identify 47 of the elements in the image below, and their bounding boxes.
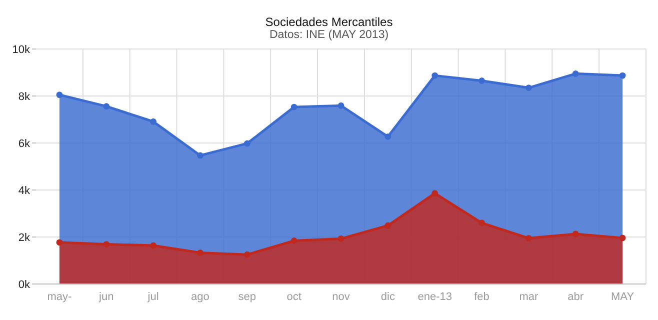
x-tick-label: dic — [380, 290, 396, 303]
x-tick-label: feb — [474, 290, 490, 303]
x-tick-label: MAY — [611, 290, 635, 303]
point — [290, 104, 298, 110]
x-tick-label: nov — [332, 290, 350, 303]
y-tick-label: 2k — [18, 232, 30, 244]
x-tick-label: ene-13 — [418, 290, 452, 303]
point — [525, 234, 532, 242]
x-tick-label: mar — [519, 290, 538, 303]
point — [478, 220, 485, 226]
y-tick-label: 8k — [18, 90, 30, 103]
point — [244, 140, 250, 147]
x-tick-label: jul — [146, 290, 159, 303]
point — [572, 230, 579, 238]
x-tick-label: sep — [238, 290, 256, 303]
chart-title: Sociedades Mercantiles — [264, 15, 394, 29]
point — [432, 190, 438, 196]
x-tick-label: ago — [191, 290, 210, 303]
point — [150, 242, 157, 249]
point — [572, 70, 579, 77]
x-tick-label: oct — [286, 290, 302, 303]
x-tick-label: may- — [47, 290, 72, 303]
point — [384, 133, 392, 140]
y-tick-label: 0k — [18, 278, 30, 291]
point — [619, 72, 626, 79]
y-tick-label: 10k — [12, 44, 30, 56]
point — [478, 78, 485, 84]
point — [150, 118, 157, 125]
point — [103, 241, 110, 248]
point — [384, 222, 392, 229]
point — [525, 84, 532, 91]
point — [338, 235, 344, 242]
point — [338, 102, 344, 109]
point — [56, 239, 63, 246]
point — [619, 234, 626, 242]
point — [244, 251, 250, 258]
point — [432, 72, 438, 79]
y-tick-label: 4k — [18, 184, 30, 197]
point — [56, 92, 63, 98]
y-tick-label: 6k — [18, 138, 30, 150]
x-tick-label: jun — [98, 290, 114, 303]
point — [103, 103, 110, 110]
point — [290, 238, 298, 244]
chart-subtitle: Datos: INE (MAY 2013) — [268, 29, 390, 42]
x-tick-label: abr — [568, 290, 584, 303]
point — [197, 250, 204, 256]
point — [197, 152, 204, 159]
